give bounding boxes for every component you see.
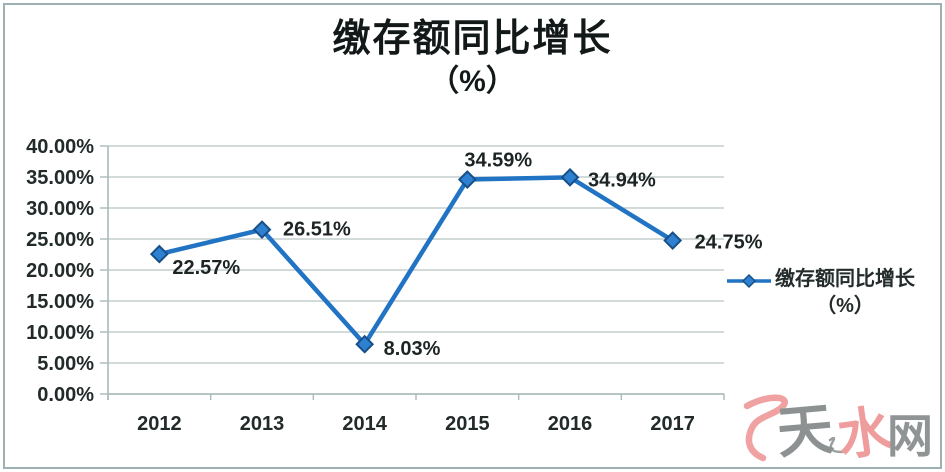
y-tick-label: 20.00% <box>26 260 94 282</box>
watermark-logo: 天 水 网 <box>743 394 933 467</box>
data-point-label: 22.57% <box>172 257 240 279</box>
data-point-label: 26.51% <box>283 219 351 241</box>
y-tick-label: 0.00% <box>37 384 94 406</box>
data-point-marker <box>252 220 272 240</box>
legend-label-line1: 缴存额同比增长 <box>775 268 915 290</box>
series-line <box>157 175 675 347</box>
legend-line-marker-icon <box>727 273 771 289</box>
legend-label-line2: （%） <box>816 295 874 317</box>
y-tick-label: 30.00% <box>26 198 94 220</box>
watermark-small-stroke <box>828 436 844 454</box>
data-point-marker <box>355 334 375 354</box>
x-tick-label: 2015 <box>445 413 490 435</box>
data-point-marker <box>663 231 683 250</box>
data-point-marker <box>560 167 580 187</box>
data-point-marker <box>149 244 169 264</box>
legend: 缴存额同比增长 （%） <box>726 266 915 320</box>
chart-title: 缴存额同比增长 （%） <box>0 16 945 102</box>
legend-marker-diamond <box>741 273 757 289</box>
x-tick-label: 2017 <box>650 413 695 435</box>
watermark-char-shui: 水 <box>834 400 897 467</box>
data-point-label: 34.94% <box>588 169 656 191</box>
data-point-marker <box>457 170 477 189</box>
y-tick-label: 35.00% <box>26 167 94 189</box>
data-point-label: 34.59% <box>464 150 532 172</box>
y-tick-label: 15.00% <box>26 291 94 313</box>
chart-title-line1: 缴存额同比增长 <box>332 18 613 60</box>
y-tick-label: 25.00% <box>26 229 94 251</box>
watermark-char-wang: 网 <box>887 411 933 462</box>
y-tick-label: 10.00% <box>26 322 94 344</box>
watermark-char-tian: 天 <box>775 399 836 466</box>
x-tick-label: 2016 <box>548 413 593 435</box>
y-tick-label: 5.00% <box>37 353 94 375</box>
x-tick-label: 2012 <box>137 413 182 435</box>
watermark-brush-stroke <box>743 394 788 462</box>
data-point-label: 24.75% <box>695 232 763 254</box>
y-tick-label: 40.00% <box>26 136 94 158</box>
x-tick-label: 2014 <box>342 413 387 435</box>
chart-title-unit: （%） <box>429 65 516 98</box>
x-tick-label: 2013 <box>240 413 285 435</box>
data-point-label: 8.03% <box>384 338 441 360</box>
